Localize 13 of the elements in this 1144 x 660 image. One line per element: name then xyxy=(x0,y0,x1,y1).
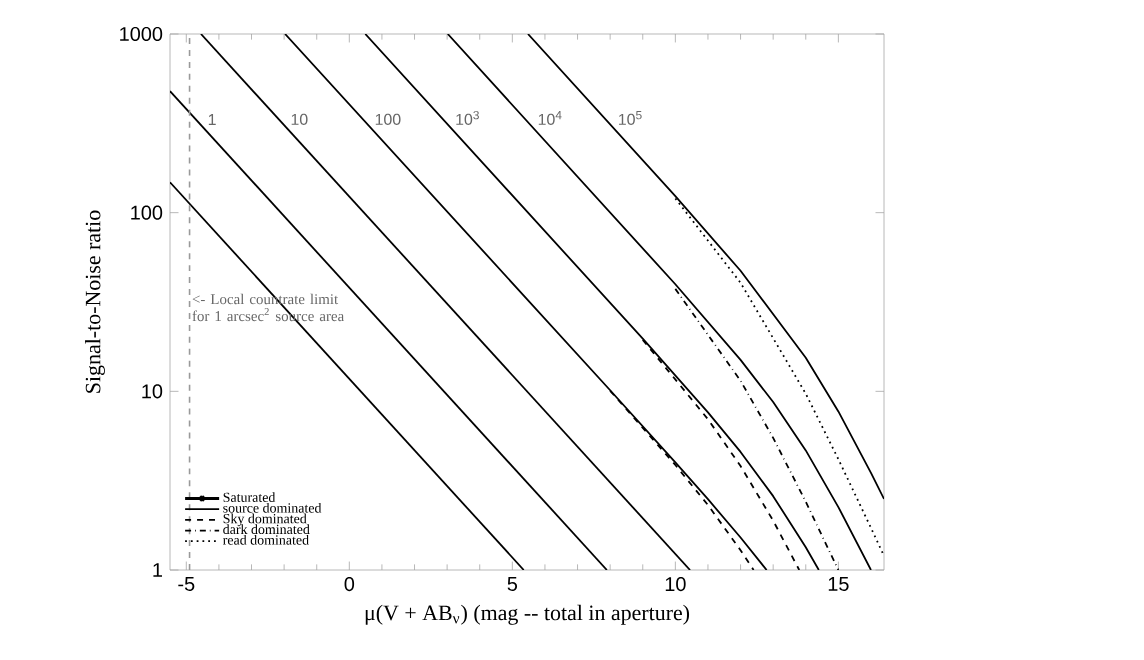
y-axis-title: Signal-to-Noise ratio xyxy=(85,210,105,393)
y-tick-label: 1 xyxy=(153,563,163,577)
y-tick-label: 100 xyxy=(131,205,163,220)
y-tick-label: 10 xyxy=(142,384,163,399)
x-axis-title: μ(V + AB$_{ν}$) (mag -- total in aperture) xyxy=(365,604,690,625)
line-series xyxy=(446,33,872,570)
x-tick-label: 15 xyxy=(828,577,849,591)
x-tick-label: -5 xyxy=(178,577,195,591)
line-series xyxy=(364,33,820,570)
x-tick-label: 5 xyxy=(507,577,518,591)
y-tick-label: 1000 xyxy=(120,26,163,42)
x-tick-label: 10 xyxy=(665,577,686,592)
x-tick-label: 0 xyxy=(344,577,355,592)
